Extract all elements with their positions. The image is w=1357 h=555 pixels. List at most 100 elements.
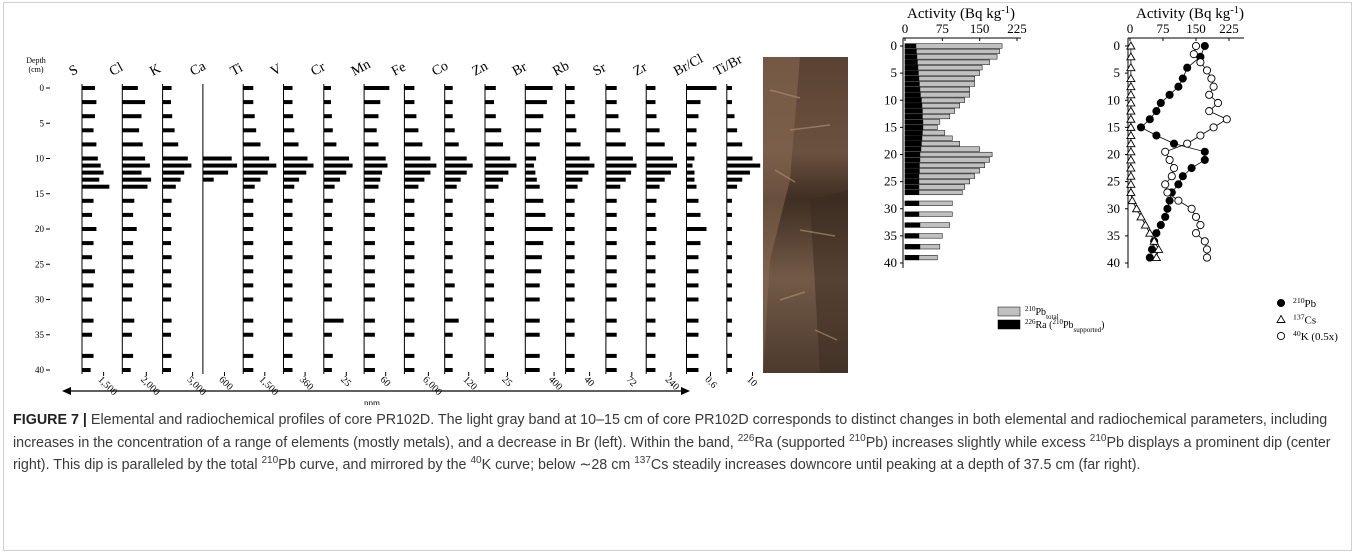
y-tick-label: 30 (884, 201, 897, 216)
bar (904, 157, 921, 163)
bar (565, 212, 575, 217)
bar (404, 318, 415, 323)
point (1178, 172, 1187, 181)
bar (283, 255, 293, 260)
bar (686, 283, 699, 288)
caption-text: Ra (supported (754, 434, 850, 451)
bar (82, 269, 95, 274)
bar (726, 332, 732, 337)
text-part: Pb (1305, 298, 1317, 310)
text-part: ) (1101, 320, 1104, 331)
bar (122, 368, 131, 372)
bar (323, 170, 347, 175)
panel-title: K (147, 62, 163, 80)
point (1165, 155, 1174, 164)
bar (122, 332, 132, 337)
bar (243, 128, 257, 133)
bar (726, 227, 732, 231)
x-tick-label: 360 (297, 374, 315, 392)
point (1205, 90, 1214, 99)
y-tick-label: 5 (891, 65, 898, 80)
bar (82, 227, 97, 231)
bar (162, 177, 181, 182)
bar (605, 269, 617, 274)
bar (444, 283, 455, 288)
point (1126, 106, 1136, 115)
bar (904, 124, 924, 130)
y-tick-label: 0 (1114, 38, 1121, 53)
bar (243, 332, 254, 337)
bar (364, 142, 379, 147)
bar (82, 241, 94, 246)
bar (904, 200, 920, 206)
y-tick-label: 15 (35, 189, 45, 199)
bar (686, 128, 697, 133)
x-axis-label: ppm (364, 398, 380, 405)
x-tick-label: 150 (970, 21, 990, 36)
bar (646, 163, 678, 168)
bar (565, 128, 577, 133)
x-tick-label: 75 (1157, 21, 1170, 36)
point (1161, 180, 1170, 189)
bar (646, 170, 671, 175)
bar (904, 54, 998, 60)
bar (565, 368, 575, 372)
bar (162, 86, 172, 90)
bar (364, 212, 375, 217)
bar (82, 368, 91, 372)
bar (404, 332, 415, 337)
point (1191, 229, 1201, 238)
bar (364, 114, 379, 119)
bar (283, 227, 293, 231)
bar (485, 184, 499, 189)
bar (444, 255, 453, 260)
x-tick-label: 400 (546, 374, 564, 392)
point (1156, 98, 1165, 108)
bar (485, 227, 494, 231)
bar (122, 269, 135, 274)
bar (404, 297, 415, 302)
bar (162, 184, 176, 189)
bar (323, 177, 340, 182)
point (1145, 115, 1154, 124)
point (1161, 147, 1170, 156)
panel-title: Fe (389, 60, 408, 80)
bar (364, 269, 375, 274)
bar (122, 114, 142, 119)
bar (686, 170, 695, 175)
bar (444, 163, 473, 168)
bar (565, 100, 575, 105)
bar (605, 332, 617, 337)
point (1174, 180, 1183, 189)
bar (726, 114, 735, 119)
bar (726, 86, 732, 90)
point (1209, 123, 1218, 132)
bar (122, 100, 146, 105)
bar (605, 184, 621, 189)
bar (605, 241, 617, 246)
bar (686, 100, 701, 105)
bar (82, 198, 94, 203)
legend-label: 137Cs (1293, 312, 1316, 327)
bar (485, 353, 494, 358)
bar (686, 241, 701, 246)
bar (525, 86, 553, 90)
figure-frame (3, 2, 1352, 551)
y-tick-label: 30 (35, 295, 45, 305)
bar (525, 170, 536, 175)
x-tick-label: 150 (1186, 21, 1206, 36)
bar (162, 255, 172, 260)
bar (904, 65, 919, 71)
bar (726, 184, 738, 189)
point (1196, 220, 1205, 230)
bar (904, 81, 920, 87)
series-line (1140, 45, 1206, 258)
bar (686, 114, 699, 119)
bar (485, 332, 494, 337)
bar (646, 142, 665, 147)
point (1156, 220, 1165, 230)
bar (122, 283, 134, 288)
bar (323, 198, 333, 203)
bar (686, 227, 707, 231)
bar (283, 332, 293, 337)
